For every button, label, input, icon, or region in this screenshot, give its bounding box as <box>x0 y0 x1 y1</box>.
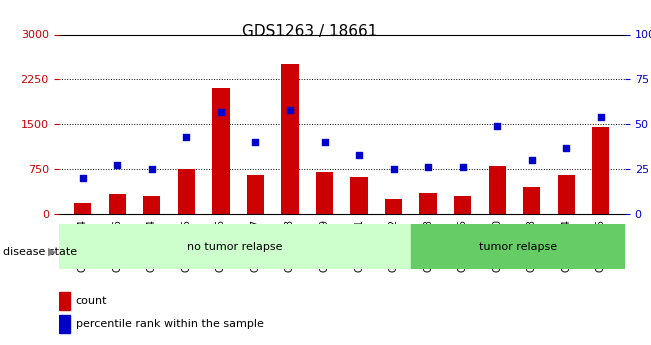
Bar <box>281 65 299 214</box>
Bar <box>212 88 230 214</box>
Point <box>319 139 329 145</box>
Point <box>112 163 122 168</box>
Point <box>423 165 434 170</box>
Bar <box>143 196 160 214</box>
Bar <box>558 175 575 214</box>
Text: disease state: disease state <box>3 247 77 257</box>
Text: count: count <box>76 296 107 306</box>
Bar <box>350 177 368 214</box>
Bar <box>419 193 437 214</box>
Bar <box>74 204 91 214</box>
Bar <box>523 187 540 214</box>
Point <box>458 165 468 170</box>
Point <box>284 107 295 112</box>
Bar <box>385 199 402 214</box>
Point <box>146 166 157 172</box>
Bar <box>592 127 609 214</box>
Bar <box>59 224 411 269</box>
Text: GDS1263 / 18661: GDS1263 / 18661 <box>242 24 377 39</box>
Point <box>492 123 503 129</box>
Text: percentile rank within the sample: percentile rank within the sample <box>76 319 264 329</box>
Bar <box>109 195 126 214</box>
Point <box>215 109 226 115</box>
Bar <box>247 175 264 214</box>
Point <box>354 152 365 157</box>
Text: tumor relapse: tumor relapse <box>479 242 557 252</box>
Bar <box>488 166 506 214</box>
Bar <box>454 196 471 214</box>
Point <box>527 157 537 163</box>
Bar <box>59 292 70 310</box>
Point <box>596 114 606 120</box>
Bar <box>316 172 333 214</box>
Text: no tumor relapse: no tumor relapse <box>187 242 283 252</box>
Bar <box>59 315 70 333</box>
Bar <box>178 169 195 214</box>
Point <box>389 166 399 172</box>
Point <box>250 139 260 145</box>
Point <box>561 145 572 150</box>
Point <box>181 134 191 139</box>
Bar <box>411 224 625 269</box>
Point <box>77 175 88 181</box>
Text: ▶: ▶ <box>48 247 56 257</box>
